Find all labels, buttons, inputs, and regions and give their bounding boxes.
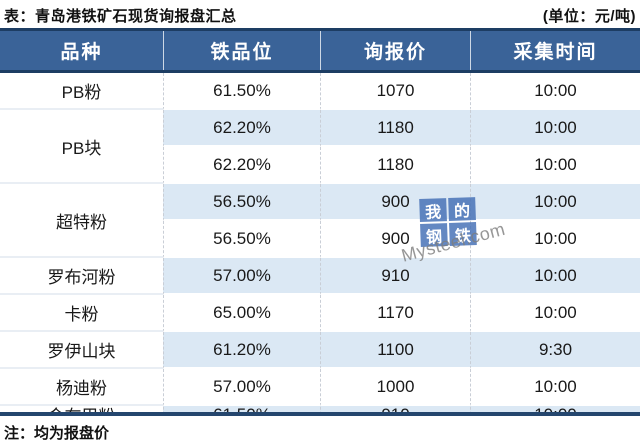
table-header: 品种 铁品位 询报价 采集时间	[0, 28, 640, 73]
variety-cell: 超特粉	[0, 184, 163, 258]
header-cell: 询报价	[320, 31, 470, 70]
header-cell: 铁品位	[163, 31, 320, 70]
variety-cell: 杨迪粉	[0, 369, 163, 406]
time-cell: 10:00	[470, 295, 640, 332]
grade-cell: 57.00%	[163, 258, 320, 295]
table-bottom-border	[0, 412, 640, 416]
price-cell: 910	[320, 406, 470, 412]
unit-label: (单位：元/吨)	[542, 7, 636, 25]
price-cell: 1100	[320, 332, 470, 369]
price-cell: 1180	[320, 110, 470, 147]
time-cell: 9:30	[470, 332, 640, 369]
footnote: 注：均为报盘价	[4, 425, 110, 442]
price-cell: 1000	[320, 369, 470, 406]
price-cell: 900	[320, 221, 470, 258]
grade-cell: 62.20%	[163, 110, 320, 147]
time-cell: 10:00	[470, 258, 640, 295]
time-cell: 10:00	[470, 406, 640, 412]
time-cell: 10:00	[470, 184, 640, 221]
grade-cell: 61.50%	[163, 406, 320, 412]
header-cell: 品种	[60, 42, 103, 63]
table-body: PB粉 61.50% 1070 10:00 PB块 62.20% 1180 10:00 62.2…	[0, 73, 640, 406]
variety-cell: 金布巴粉	[0, 406, 163, 412]
grade-cell: 65.00%	[163, 295, 320, 332]
grade-cell: 56.50%	[163, 184, 320, 221]
price-cell: 1070	[320, 73, 470, 110]
grade-cell: 62.20%	[163, 147, 320, 184]
price-cell: 1180	[320, 147, 470, 184]
grade-cell: 56.50%	[163, 221, 320, 258]
variety-cell: PB粉	[0, 73, 163, 110]
title-row: 表：青岛港铁矿石现货询报盘汇总 (单位：元/吨)	[0, 0, 640, 28]
variety-cell: 卡粉	[0, 295, 163, 332]
price-cell: 900	[320, 184, 470, 221]
variety-cell: 罗布河粉	[0, 258, 163, 295]
grade-cell: 61.50%	[163, 73, 320, 110]
time-cell: 10:00	[470, 110, 640, 147]
time-cell: 10:00	[470, 73, 640, 110]
time-cell: 10:00	[470, 221, 640, 258]
grade-cell: 57.00%	[163, 369, 320, 406]
grade-cell: 61.20%	[163, 332, 320, 369]
price-cell: 1170	[320, 295, 470, 332]
header-cell: 采集时间	[470, 31, 640, 70]
variety-cell: 罗伊山块	[0, 332, 163, 369]
time-cell: 10:00	[470, 369, 640, 406]
time-cell: 10:00	[470, 147, 640, 184]
table-title: 表：青岛港铁矿石现货询报盘汇总	[4, 7, 237, 25]
variety-cell: PB块	[0, 110, 163, 184]
price-cell: 910	[320, 258, 470, 295]
